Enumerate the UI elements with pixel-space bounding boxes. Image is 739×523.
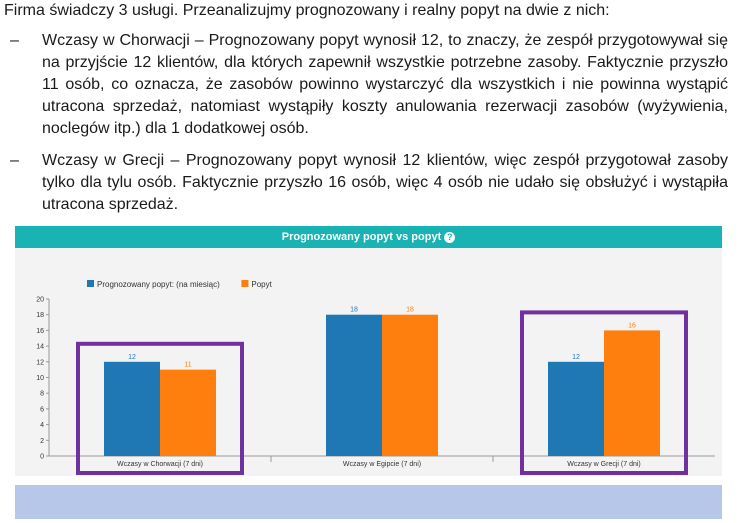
question-icon[interactable]: ?: [444, 231, 456, 243]
chart-header-title: Prognozowany popyt vs popyt: [281, 231, 442, 243]
bar-chart: Prognozowany popyt: (na miesiąc) Popyt 0 2 4…: [36, 280, 715, 476]
bar: [604, 330, 660, 456]
bar: [104, 361, 160, 456]
bar-value-label: 12: [128, 354, 136, 361]
bar-value-label: 12: [572, 354, 580, 361]
y-tick-label: 2: [40, 438, 44, 445]
bottom-bar: [15, 485, 722, 519]
bar: [326, 314, 382, 456]
bullet-croatia: – Wczasy w Chorwacji – Prognozowany popy…: [10, 30, 728, 142]
highlight-box: [76, 341, 244, 475]
x-tick-label: Wczasy w Chorwacji (7 dni): [117, 461, 203, 468]
bar-value-label: 11: [184, 362, 191, 369]
bar-value-label: 18: [406, 307, 414, 314]
y-tick-label: 6: [40, 406, 44, 413]
legend-label: Popyt: [251, 280, 272, 289]
legend-swatch: [241, 280, 249, 287]
y-tick-label: 12: [36, 359, 44, 366]
bullet-dash: –: [10, 152, 19, 169]
x-tick-label: Wczasy w Grecji (7 dni): [567, 461, 641, 468]
bar: [548, 361, 604, 456]
bullet-text: Wczasy w Chorwacji – Prognozowany popyt …: [42, 32, 728, 137]
x-tick-label: Wczasy w Egipcie (7 dni): [343, 461, 421, 468]
bar: [160, 369, 216, 456]
bullet-text: Wczasy w Grecji – Prognozowany popyt wyn…: [42, 152, 728, 213]
bar: [382, 314, 438, 456]
y-tick-label: 14: [36, 344, 44, 351]
intro-text: Firma świadczy 3 usługi. Przeanalizujmy …: [4, 2, 610, 19]
highlight-box: [520, 310, 688, 476]
chart-header: Prognozowany popyt vs popyt?: [15, 226, 722, 248]
y-tick-label: 20: [36, 297, 44, 304]
y-tick-label: 18: [36, 312, 44, 319]
legend-swatch: [87, 280, 94, 287]
bar-value-label: 16: [628, 322, 636, 329]
y-tick-label: 16: [36, 328, 44, 335]
y-tick-label: 10: [36, 375, 44, 382]
bullet-greece: – Wczasy w Grecji – Prognozowany popyt w…: [10, 150, 728, 220]
bar-value-label: 18: [350, 307, 358, 314]
legend-label: Prognozowany popyt: (na miesiąc): [97, 280, 220, 289]
y-tick-label: 4: [40, 422, 44, 429]
y-tick-label: 0: [40, 454, 44, 461]
y-tick-label: 8: [40, 391, 44, 398]
chart-panel: Prognozowany popyt vs popyt? Prognozowan…: [15, 226, 722, 476]
bullet-dash: –: [10, 32, 19, 49]
